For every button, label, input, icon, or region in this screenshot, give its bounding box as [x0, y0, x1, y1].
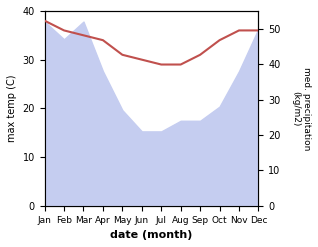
- Y-axis label: max temp (C): max temp (C): [7, 75, 17, 142]
- Y-axis label: med. precipitation
(kg/m2): med. precipitation (kg/m2): [292, 67, 311, 150]
- X-axis label: date (month): date (month): [110, 230, 193, 240]
